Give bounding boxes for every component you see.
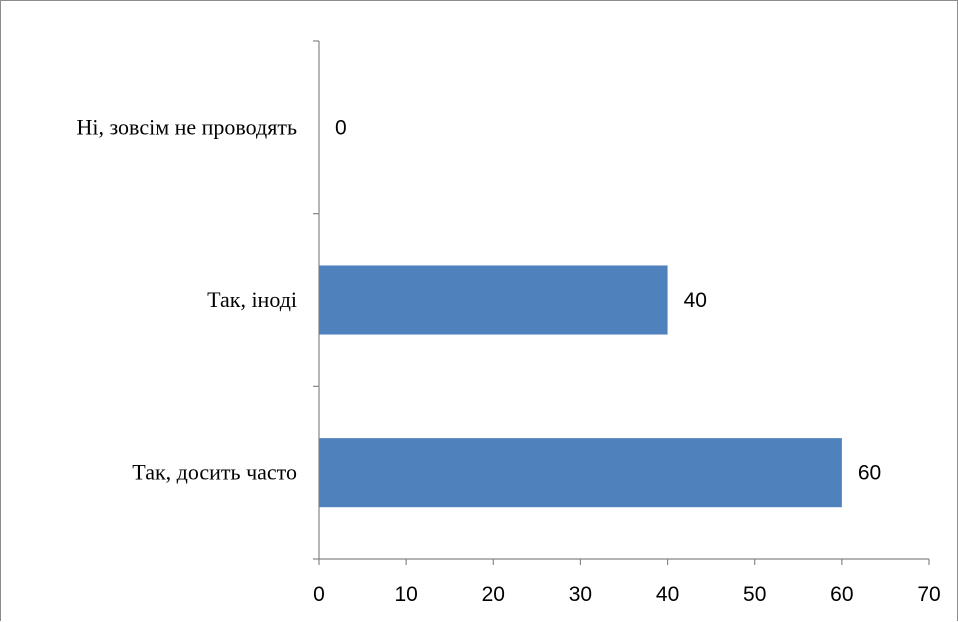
x-tick-label: 70: [917, 583, 940, 606]
bar: [319, 265, 668, 335]
x-tick-label: 0: [313, 583, 325, 606]
category-label: Ні, зовсім не проводять: [77, 114, 298, 139]
data-label: 40: [684, 289, 707, 312]
data-label: 60: [858, 462, 881, 485]
data-label: 0: [335, 116, 347, 139]
x-tick-label: 10: [394, 583, 417, 606]
x-tick-label: 60: [830, 583, 853, 606]
x-tick-label: 20: [482, 583, 505, 606]
x-tick-label: 50: [743, 583, 766, 606]
category-label: Так, іноді: [207, 287, 297, 312]
x-tick-label: 30: [569, 583, 592, 606]
category-label: Так, досить часто: [132, 460, 297, 485]
x-tick-label: 40: [656, 583, 679, 606]
bar: [319, 438, 842, 508]
